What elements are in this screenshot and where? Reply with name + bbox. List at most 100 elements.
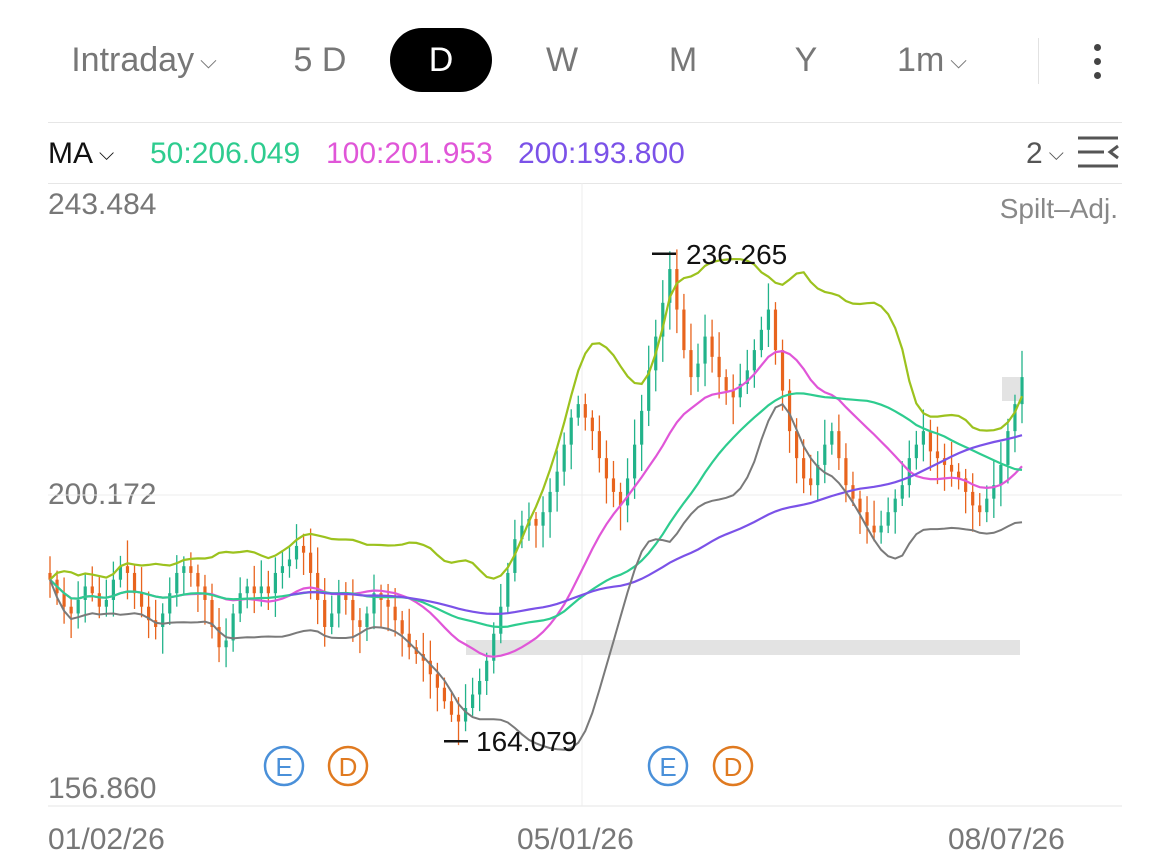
candle-body	[1013, 404, 1017, 432]
split-adjusted-label[interactable]: Spilt–Adj.	[999, 193, 1118, 224]
candle	[449, 692, 454, 722]
candle	[161, 603, 165, 654]
chevron-down-icon: ⌵	[200, 48, 217, 73]
candle-body	[949, 464, 954, 472]
candle-body	[266, 586, 270, 594]
candle-body	[992, 485, 996, 499]
candle	[400, 610, 404, 657]
ma50-value: 50:206.049	[150, 137, 301, 170]
candle-body	[957, 471, 961, 479]
tab-1m-label: 1m	[897, 41, 945, 79]
badge-label: D	[339, 752, 358, 782]
candle	[428, 640, 432, 699]
candle	[611, 460, 616, 508]
candle-body	[971, 491, 975, 506]
candle	[1013, 394, 1017, 453]
candle-body	[294, 545, 299, 560]
candle	[1020, 350, 1024, 424]
tab-w[interactable]: W	[532, 28, 592, 92]
candle	[710, 319, 714, 373]
candle	[569, 409, 573, 470]
candle-body	[942, 458, 947, 465]
candle-body	[1006, 431, 1010, 465]
candle-body	[175, 572, 179, 594]
candle	[442, 677, 447, 709]
candle	[717, 332, 721, 399]
candle	[210, 583, 214, 639]
candle-body	[668, 269, 672, 303]
candle-body	[97, 593, 101, 607]
tab-1m[interactable]: 1m ⌵	[886, 28, 978, 92]
more-vertical-icon[interactable]	[1082, 30, 1112, 90]
candle-body	[844, 458, 848, 486]
candle	[914, 430, 918, 470]
resistance-band	[1002, 377, 1020, 401]
ma-selector[interactable]: MA ⌵	[48, 137, 114, 171]
tabs-divider	[1038, 38, 1039, 84]
candle-body	[132, 572, 137, 594]
candle	[830, 422, 834, 455]
candle-body	[365, 613, 369, 627]
tab-y-label: Y	[794, 41, 818, 79]
indicator-count-selector[interactable]: 2 ⌵	[1026, 137, 1064, 171]
candle	[759, 316, 763, 358]
candle-body	[802, 458, 806, 479]
period-tabs: Intraday ⌵ 5 D D W M Y 1m ⌵	[0, 0, 1170, 122]
candle-body	[386, 599, 390, 607]
candle	[928, 419, 933, 471]
badge-ring	[327, 745, 369, 787]
candle-body	[534, 518, 538, 526]
candle	[280, 550, 285, 589]
candle	[964, 468, 968, 514]
indicator-settings-icon[interactable]	[1076, 132, 1120, 174]
x-axis-label-start: 01/02/26	[48, 823, 165, 856]
candle-body	[858, 498, 862, 513]
badge-label: E	[659, 752, 676, 782]
tab-intraday[interactable]: Intraday ⌵	[58, 28, 230, 92]
candle	[351, 579, 355, 642]
candle-body	[330, 613, 334, 627]
candle-body	[879, 525, 883, 533]
candle-body	[196, 572, 200, 587]
candle	[647, 345, 651, 427]
dividend-badge: D	[712, 745, 754, 787]
candle-body	[485, 660, 489, 682]
candle-body	[224, 640, 228, 648]
candle-body	[583, 404, 587, 418]
tab-5d[interactable]: 5 D	[280, 28, 360, 92]
chart-grid	[48, 183, 1122, 807]
high-marker-label: 236.265	[686, 239, 787, 270]
candle	[879, 510, 883, 544]
earnings-badge: E	[263, 745, 305, 787]
candle-body	[625, 478, 630, 506]
support-bands	[466, 377, 1020, 655]
candle-body	[372, 593, 376, 614]
dividend-badge: D	[327, 745, 369, 787]
candle	[985, 485, 989, 523]
candle-body	[471, 694, 475, 709]
candle	[949, 441, 954, 487]
candle	[597, 415, 601, 473]
candle	[689, 323, 693, 396]
candle-body	[851, 485, 855, 499]
bollinger-upper-line	[49, 257, 1024, 581]
tab-y[interactable]: Y	[776, 28, 836, 92]
candle-body	[147, 606, 151, 621]
candle-body	[280, 566, 285, 573]
candle	[724, 369, 728, 405]
candle	[287, 547, 292, 578]
candle-body	[759, 329, 763, 351]
candle-body	[569, 417, 573, 445]
candle	[252, 565, 256, 614]
chevron-down-icon: ⌵	[1048, 143, 1064, 165]
tab-d[interactable]: D	[390, 28, 492, 92]
candle	[640, 394, 644, 471]
candle	[196, 564, 200, 612]
tab-m[interactable]: M	[652, 28, 714, 92]
candle	[520, 510, 524, 549]
candle-body	[914, 444, 918, 459]
candle-body	[999, 464, 1003, 486]
candle	[118, 555, 123, 588]
candle-body	[435, 674, 439, 688]
